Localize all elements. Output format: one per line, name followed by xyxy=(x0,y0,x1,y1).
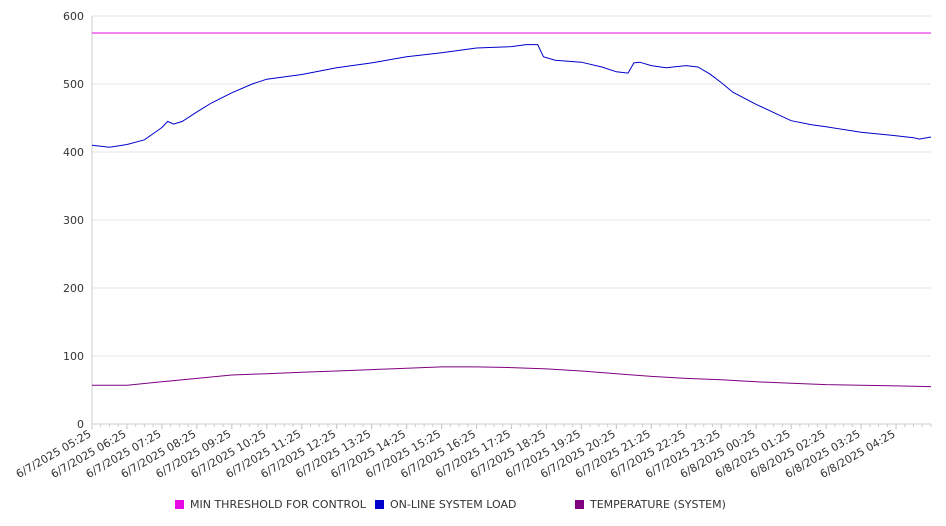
legend-label-min-threshold: MIN THRESHOLD FOR CONTROL xyxy=(190,498,366,511)
y-tick-label: 400 xyxy=(63,146,84,159)
legend-item-system-load[interactable]: ON-LINE SYSTEM LOAD xyxy=(375,498,516,511)
series-line-2 xyxy=(92,366,932,388)
legend-swatch-min-threshold xyxy=(175,500,184,509)
legend: MIN THRESHOLD FOR CONTROL ON-LINE SYSTEM… xyxy=(0,498,946,514)
x-axis: 6/7/2025 05:256/7/2025 06:256/7/2025 07:… xyxy=(14,423,932,481)
y-tick-label: 600 xyxy=(63,10,84,23)
grid-lines xyxy=(92,15,931,425)
legend-label-system-load: ON-LINE SYSTEM LOAD xyxy=(390,498,517,511)
legend-item-temperature[interactable]: TEMPERATURE (SYSTEM) xyxy=(575,498,726,511)
legend-item-min-threshold[interactable]: MIN THRESHOLD FOR CONTROL xyxy=(175,498,366,511)
legend-swatch-system-load xyxy=(375,500,384,509)
legend-swatch-temperature xyxy=(575,500,584,509)
y-axis: 0 100 200 300 400 500 600 xyxy=(63,10,93,431)
legend-label-temperature: TEMPERATURE (SYSTEM) xyxy=(590,498,726,511)
y-tick-label: 0 xyxy=(77,418,84,431)
series-lines xyxy=(91,32,932,388)
y-tick-label: 100 xyxy=(63,350,84,363)
y-tick-label: 200 xyxy=(63,282,84,295)
series-line-1 xyxy=(91,44,932,148)
y-tick-label: 300 xyxy=(63,214,84,227)
y-tick-label: 500 xyxy=(63,78,84,91)
